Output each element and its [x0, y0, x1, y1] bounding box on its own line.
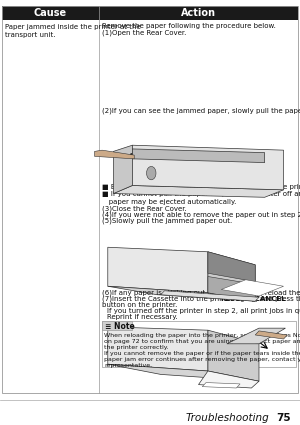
Polygon shape	[108, 286, 255, 301]
Polygon shape	[202, 382, 240, 388]
Polygon shape	[208, 277, 255, 301]
Polygon shape	[208, 252, 255, 301]
Text: (5)Slowly pull the jammed paper out.: (5)Slowly pull the jammed paper out.	[102, 217, 232, 224]
Polygon shape	[221, 280, 284, 296]
Bar	[102, 321, 132, 330]
Polygon shape	[113, 145, 132, 193]
Text: button on the printer.: button on the printer.	[102, 302, 177, 308]
Polygon shape	[108, 364, 259, 381]
Polygon shape	[161, 291, 259, 301]
Circle shape	[146, 167, 156, 180]
Text: When reloading the paper into the printer, see ‘Paper Does Not Feed Properly’
on: When reloading the paper into the printe…	[104, 333, 300, 350]
Bar	[102, 321, 296, 367]
Text: (1)Open the Rear Cover.: (1)Open the Rear Cover.	[102, 30, 186, 37]
Text: 75: 75	[276, 413, 291, 423]
Text: (6)If any paper is sticking out of the Cassette, reload the paper in the Cassett: (6)If any paper is sticking out of the C…	[102, 289, 300, 295]
Text: Action: Action	[181, 8, 216, 18]
Polygon shape	[199, 371, 259, 388]
Polygon shape	[132, 145, 284, 190]
Polygon shape	[132, 149, 265, 162]
Polygon shape	[227, 328, 285, 344]
Text: ■ If you cannot pull the paper out, turn the printer off and turn it back on. Th: ■ If you cannot pull the paper out, turn…	[102, 191, 300, 205]
Text: Reprint if necessary.: Reprint if necessary.	[107, 314, 178, 320]
Text: Troubleshooting: Troubleshooting	[186, 413, 270, 423]
Polygon shape	[208, 330, 259, 381]
Text: RESUME/CANCEL: RESUME/CANCEL	[220, 296, 286, 302]
Text: Remove the paper following the procedure below.: Remove the paper following the procedure…	[102, 23, 276, 29]
Text: (3)Close the Rear Cover.: (3)Close the Rear Cover.	[102, 205, 187, 212]
Text: ■ Be careful not to touch the components inside the printer.: ■ Be careful not to touch the components…	[102, 184, 300, 190]
Text: (7)Insert the Cassette into the printer again, and press the: (7)Insert the Cassette into the printer …	[102, 296, 300, 303]
Text: Cause: Cause	[34, 8, 67, 18]
Polygon shape	[94, 150, 134, 159]
Polygon shape	[108, 247, 208, 293]
Text: (2)If you can see the jammed paper, slowly pull the paper out.: (2)If you can see the jammed paper, slow…	[102, 108, 300, 114]
Polygon shape	[108, 327, 208, 371]
Polygon shape	[113, 185, 284, 197]
Text: If you cannot remove the paper or if the paper tears inside the printer, or if t: If you cannot remove the paper or if the…	[104, 351, 300, 368]
Polygon shape	[208, 252, 255, 282]
Text: (4)If you were not able to remove the paper out in step 2, remove the Cassette.: (4)If you were not able to remove the pa…	[102, 211, 300, 218]
Polygon shape	[255, 331, 287, 339]
Text: Paper jammed inside the printer at the
transport unit.: Paper jammed inside the printer at the t…	[5, 24, 141, 38]
Bar	[2, 6, 298, 20]
Text: ≡ Note: ≡ Note	[105, 322, 135, 331]
Text: If you turned off the printer in step 2, all print jobs in queue are cancelled.: If you turned off the printer in step 2,…	[107, 308, 300, 314]
